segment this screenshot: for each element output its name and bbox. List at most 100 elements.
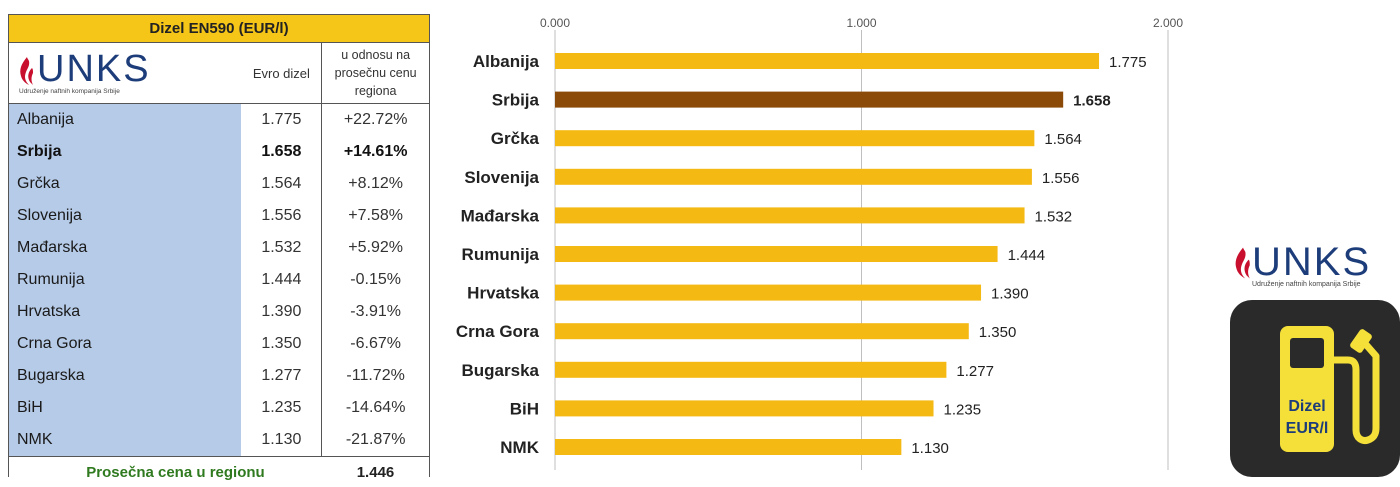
table-row: Grčka 1.564 +8.12% [9,168,429,200]
value-cell: 1.556 [261,207,302,224]
brand-tagline: Udruženje naftnih kompanija Srbije [1252,281,1361,288]
tile-label-line1: Dizel [1288,398,1326,415]
category-label: Srbija [492,91,540,110]
bar [555,130,1035,147]
percent-cell: +8.12% [321,168,429,200]
percent-cell: -6.67% [321,328,429,360]
table-row: Albanija 1.775 +22.72% [9,104,429,136]
country-cell: Srbija [9,136,242,168]
category-label: Rumunija [462,245,540,264]
bar [555,168,1032,185]
table-row: Crna Gora 1.350 -6.67% [9,328,429,360]
average-price-value: 1.446 [356,463,395,481]
unks-logo: UNKS Udruženje naftnih kompanija Srbije [9,43,241,103]
bar-chart: 0.000 1.000 2.000 Albanija 1.775 Srbija 1.658 G… [456,16,1183,470]
country-cell: NMK [9,424,242,456]
bar [555,323,969,340]
average-price-label: Prosečna cena u regionu [86,463,265,481]
value-cell: 1.277 [261,367,302,384]
category-label: NMK [500,438,539,457]
bar [555,439,902,455]
fuel-tile: Dizel EUR/l [1230,300,1400,477]
value-cell: 1.235 [261,399,302,416]
value-label: 1.444 [1008,247,1046,264]
value-label: 1.775 [1109,54,1147,71]
price-table: Dizel EN590 (EUR/l) UNKS Udruženje naftn… [8,14,430,481]
brand-logo: UNKS Udruženje naftnih kompanija Srbije [1232,240,1384,288]
column-header-relative-line2: prosečnu cenu [334,66,417,80]
percent-cell: +14.61% [321,136,429,168]
category-label: Crna Gora [456,322,540,341]
bar [555,400,934,417]
table-row: Mađarska 1.532 +5.92% [9,232,429,264]
bar [555,53,1100,69]
category-label: Slovenija [464,168,539,187]
column-header-relative-line1: u odnosu na [341,48,411,62]
value-cell: 1.130 [261,431,302,448]
table-row: BiH 1.235 -14.64% [9,392,429,424]
country-cell: Albanija [9,104,242,136]
bar [555,246,998,262]
value-cell: 1.564 [261,175,302,192]
country-cell: Crna Gora [9,328,242,360]
table-row: Rumunija 1.444 -0.15% [9,264,429,296]
percent-cell: +5.92% [321,232,429,264]
value-label: 1.658 [1073,93,1111,110]
table-header: UNKS Udruženje naftnih kompanija Srbije … [9,43,429,104]
country-cell: BiH [9,392,242,424]
percent-cell: +7.58% [321,200,429,232]
table-row: Srbija 1.658 +14.61% [9,136,429,168]
tile-label-line2: EUR/l [1285,420,1329,437]
flame-icon [1235,247,1250,279]
country-cell: Bugarska [9,360,242,392]
category-label: Mađarska [461,206,540,225]
percent-cell: -0.15% [321,264,429,296]
column-header-relative: u odnosu na prosečnu cenu regiona [321,43,429,103]
value-label: 1.390 [991,286,1029,303]
logo-tagline: Udruženje naftnih kompanija Srbije [19,87,120,95]
table-row: Slovenija 1.556 +7.58% [9,200,429,232]
value-label: 1.277 [956,363,994,380]
bar [555,207,1025,224]
value-label: 1.556 [1042,170,1080,187]
value-label: 1.130 [911,440,949,457]
country-cell: Hrvatska [9,296,242,328]
bar [555,91,1064,108]
category-label: Grčka [491,129,540,148]
x-tick-label: 1.000 [846,16,876,30]
column-header-value: Evro dizel [252,65,310,81]
value-cell: 1.532 [261,239,302,256]
value-label: 1.564 [1044,131,1082,148]
value-label: 1.350 [979,324,1017,341]
value-cell: 1.658 [261,143,302,160]
percent-cell: -11.72% [321,360,429,392]
brand-wordmark: UNKS [1252,240,1372,284]
table-row: Hrvatska 1.390 -3.91% [9,296,429,328]
value-cell: 1.444 [261,271,302,288]
category-label: Bugarska [462,361,540,380]
table-row: NMK 1.130 -21.87% [9,424,429,456]
percent-cell: -21.87% [321,424,429,456]
category-label: Hrvatska [467,284,539,303]
percent-cell: +22.72% [321,104,429,136]
x-tick-label: 0.000 [540,16,570,30]
value-label: 1.235 [944,401,982,418]
bar [555,284,982,301]
logo-wordmark: UNKS [37,47,151,90]
country-cell: Grčka [9,168,242,200]
table-footer: Prosečna cena u regionu 1.446 [9,456,429,487]
country-cell: Mađarska [9,232,242,264]
table-title: Dizel EN590 (EUR/l) [9,15,429,43]
value-cell: 1.350 [261,335,302,352]
value-label: 1.532 [1035,208,1073,225]
value-cell: 1.390 [261,303,302,320]
fuel-pump-icon [1280,326,1380,452]
table-row: Bugarska 1.277 -11.72% [9,360,429,392]
category-label: Albanija [473,52,540,71]
flame-icon [20,56,33,85]
percent-cell: -14.64% [321,392,429,424]
country-cell: Slovenija [9,200,242,232]
value-cell: 1.775 [261,111,302,128]
category-label: BiH [510,399,539,418]
percent-cell: -3.91% [321,296,429,328]
